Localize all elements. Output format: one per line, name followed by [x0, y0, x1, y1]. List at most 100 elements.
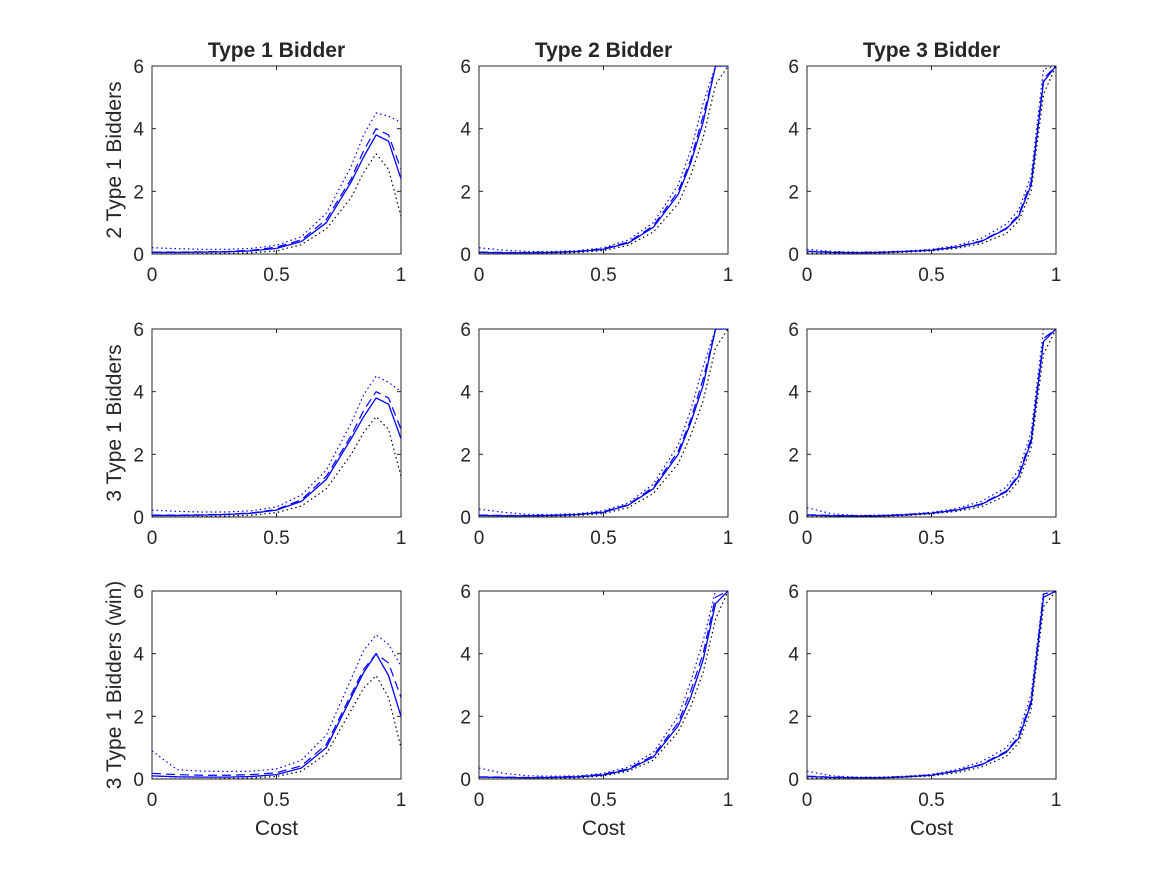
x-tick-label: 1	[396, 790, 407, 811]
series-group	[479, 66, 728, 254]
series-group	[807, 66, 1056, 254]
series-line-dotted-blue	[479, 329, 728, 516]
x-axis-label: Cost	[582, 817, 625, 840]
x-tick-label: 1	[723, 528, 734, 549]
y-tick-label: 0	[460, 245, 471, 266]
y-tick-label: 4	[133, 645, 144, 666]
y-tick-label: 4	[788, 120, 799, 141]
x-tick-label: 0	[474, 528, 485, 549]
y-tick-label: 6	[133, 582, 144, 603]
series-line-dotted-blue	[807, 591, 1056, 778]
panel-r3-c3: 0 0.5 1 0 2 4 6 Cost	[788, 582, 1061, 840]
panel-r2-c2: 0 0.5 1 0 2 4 6	[460, 320, 733, 549]
y-tick-label: 6	[788, 57, 799, 78]
row-label: 2 Type 1 Bidders	[103, 81, 126, 238]
y-tick-label: 2	[133, 445, 144, 466]
y-tick-label: 4	[788, 645, 799, 666]
series-group	[807, 591, 1056, 779]
x-tick-label: 0	[802, 790, 813, 811]
x-tick-label: 1	[396, 265, 407, 286]
axes-box	[806, 65, 1057, 255]
series-line-dotted-blue	[152, 112, 401, 250]
x-tick-label: 0	[147, 265, 158, 286]
x-tick-label: 0	[474, 265, 485, 286]
panel-r3-c2: 0 0.5 1 0 2 4 6 Cost	[460, 582, 733, 840]
y-tick-label: 2	[133, 707, 144, 728]
series-line-dashed-blue	[152, 128, 401, 253]
x-tick-label: 0.5	[263, 528, 289, 549]
y-tick-label: 6	[788, 582, 799, 603]
y-tick-label: 2	[133, 182, 144, 203]
y-tick-label: 6	[460, 582, 471, 603]
series-line-dotted-blue	[807, 66, 1056, 253]
x-tick-label: 0.5	[590, 528, 616, 549]
series-line-dashed-blue	[152, 391, 401, 516]
y-tick-label: 0	[460, 770, 471, 791]
series-line-dashed-blue	[152, 653, 401, 776]
panel-r2-c1: 0 0.5 1 0 2 4 6 3 Type 1 Bidders	[103, 320, 406, 549]
y-tick-label: 0	[788, 770, 799, 791]
column-title: Type 3 Bidder	[863, 39, 1000, 62]
x-tick-label: 0	[802, 265, 813, 286]
series-line-dashed-blue	[479, 66, 728, 254]
axes-box	[478, 65, 729, 255]
row-label: 3 Type 1 Bidders (win)	[103, 581, 126, 790]
x-tick-label: 0.5	[590, 265, 616, 286]
series-line-dotted-black	[807, 591, 1056, 779]
y-tick-label: 6	[133, 320, 144, 341]
x-axis-label: Cost	[255, 817, 298, 840]
series-line-dashed-blue	[479, 329, 728, 517]
axes-box	[478, 590, 729, 780]
x-tick-label: 0.5	[590, 790, 616, 811]
y-tick-label: 0	[460, 508, 471, 529]
series-line-dotted-blue	[479, 66, 728, 253]
series-line-dashed-blue	[479, 591, 728, 779]
y-tick-label: 2	[460, 707, 471, 728]
x-tick-label: 0.5	[918, 528, 944, 549]
series-group	[152, 375, 401, 517]
panel-r1-c1: 0 0.5 1 0 2 4 6 Type 1 Bidder 2 Type 1 Bidders	[103, 39, 406, 286]
y-tick-label: 0	[133, 245, 144, 266]
panel-r2-c3: 0 0.5 1 0 2 4 6	[788, 320, 1061, 549]
axes-box	[806, 328, 1057, 518]
row-label: 3 Type 1 Bidders	[103, 344, 126, 501]
x-tick-label: 0.5	[918, 265, 944, 286]
x-tick-label: 1	[723, 265, 734, 286]
x-tick-label: 0	[147, 528, 158, 549]
series-line-dotted-black	[807, 329, 1056, 517]
series-group	[807, 329, 1056, 517]
y-tick-label: 6	[460, 57, 471, 78]
y-tick-label: 4	[460, 383, 471, 404]
x-tick-label: 0	[802, 528, 813, 549]
column-title: Type 2 Bidder	[535, 39, 672, 62]
x-tick-label: 1	[1051, 528, 1062, 549]
axes-box	[151, 590, 402, 780]
y-tick-label: 4	[460, 645, 471, 666]
x-tick-label: 1	[1051, 790, 1062, 811]
y-tick-label: 0	[788, 508, 799, 529]
series-group	[152, 112, 401, 254]
x-tick-label: 0.5	[263, 265, 289, 286]
y-tick-label: 2	[788, 182, 799, 203]
y-tick-label: 6	[133, 57, 144, 78]
y-tick-label: 2	[460, 182, 471, 203]
series-line-dotted-black	[152, 153, 401, 254]
y-tick-label: 4	[133, 120, 144, 141]
y-tick-label: 0	[788, 245, 799, 266]
series-group	[479, 591, 728, 779]
x-axis-label: Cost	[910, 817, 953, 840]
series-line-dotted-black	[807, 66, 1056, 254]
x-tick-label: 1	[1051, 265, 1062, 286]
y-tick-label: 4	[460, 120, 471, 141]
y-tick-label: 0	[133, 770, 144, 791]
series-line-dotted-black	[152, 416, 401, 517]
y-tick-label: 4	[133, 383, 144, 404]
y-tick-label: 2	[788, 707, 799, 728]
axes-box	[151, 328, 402, 518]
x-tick-label: 1	[723, 790, 734, 811]
panel-r3-c1: 0 0.5 1 0 2 4 6 3 Type 1 Bidders (win) Cost	[103, 581, 406, 840]
series-group	[152, 634, 401, 779]
series-line-dotted-blue	[479, 591, 728, 777]
